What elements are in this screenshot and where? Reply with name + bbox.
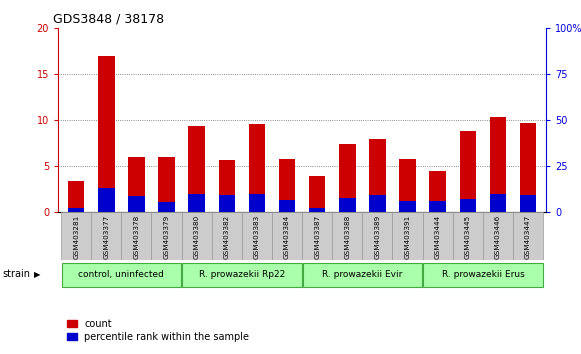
Bar [399,201,416,212]
Bar [339,144,356,212]
Bar [188,126,205,212]
Bar [490,117,506,212]
Text: GDS3848 / 38178: GDS3848 / 38178 [53,13,164,26]
Bar [211,212,242,260]
Bar [158,202,175,212]
Bar [182,212,211,260]
Bar [429,201,446,212]
Bar [128,196,145,212]
Text: R. prowazekii Erus: R. prowazekii Erus [442,270,524,279]
Text: GSM403379: GSM403379 [164,215,170,259]
Bar [429,171,446,212]
Bar [302,212,332,260]
Bar [182,263,302,287]
Bar [158,157,175,212]
Bar [369,139,386,212]
Bar [423,263,543,287]
Bar [98,188,114,212]
Bar [218,160,235,212]
Bar [460,199,476,212]
Bar [399,159,416,212]
Text: GSM403389: GSM403389 [374,215,381,259]
Bar [152,212,182,260]
Text: R. prowazekii Rp22: R. prowazekii Rp22 [199,270,285,279]
Bar [279,159,295,212]
Bar [249,124,265,212]
Text: GSM403444: GSM403444 [435,215,440,259]
Bar [309,176,325,212]
Text: GSM403382: GSM403382 [224,215,230,259]
Bar [68,208,84,212]
Text: GSM403380: GSM403380 [193,215,200,259]
Bar [483,212,513,260]
Text: GSM403383: GSM403383 [254,215,260,259]
Text: GSM403445: GSM403445 [465,215,471,259]
Text: GSM403384: GSM403384 [284,215,290,259]
Bar [98,56,114,212]
Bar [61,212,91,260]
Text: GSM403447: GSM403447 [525,215,531,259]
Bar [272,212,302,260]
Bar [453,212,483,260]
Bar [249,194,265,212]
Bar [393,212,422,260]
Bar [242,212,272,260]
Text: GSM403387: GSM403387 [314,215,320,259]
Bar [128,157,145,212]
Text: GSM403377: GSM403377 [103,215,109,259]
Bar [490,194,506,212]
Text: GSM403391: GSM403391 [404,215,411,259]
Bar [279,200,295,212]
Bar [188,194,205,212]
Text: ▶: ▶ [34,270,40,279]
Bar [369,195,386,212]
Bar [339,198,356,212]
Bar [121,212,152,260]
Bar [460,131,476,212]
Bar [62,263,181,287]
Bar [303,263,422,287]
Text: GSM403378: GSM403378 [134,215,139,259]
Bar [513,212,543,260]
Text: control, uninfected: control, uninfected [78,270,164,279]
Bar [218,195,235,212]
Bar [520,195,536,212]
Bar [309,208,325,212]
Text: GSM403446: GSM403446 [495,215,501,259]
Text: GSM403281: GSM403281 [73,215,79,259]
Bar [68,181,84,212]
Text: R. prowazekii Evir: R. prowazekii Evir [322,270,403,279]
Bar [363,212,393,260]
Text: strain: strain [2,269,30,279]
Bar [332,212,363,260]
Bar [520,123,536,212]
Text: GSM403388: GSM403388 [345,215,350,259]
Bar [91,212,121,260]
Bar [422,212,453,260]
Legend: count, percentile rank within the sample: count, percentile rank within the sample [63,315,253,346]
